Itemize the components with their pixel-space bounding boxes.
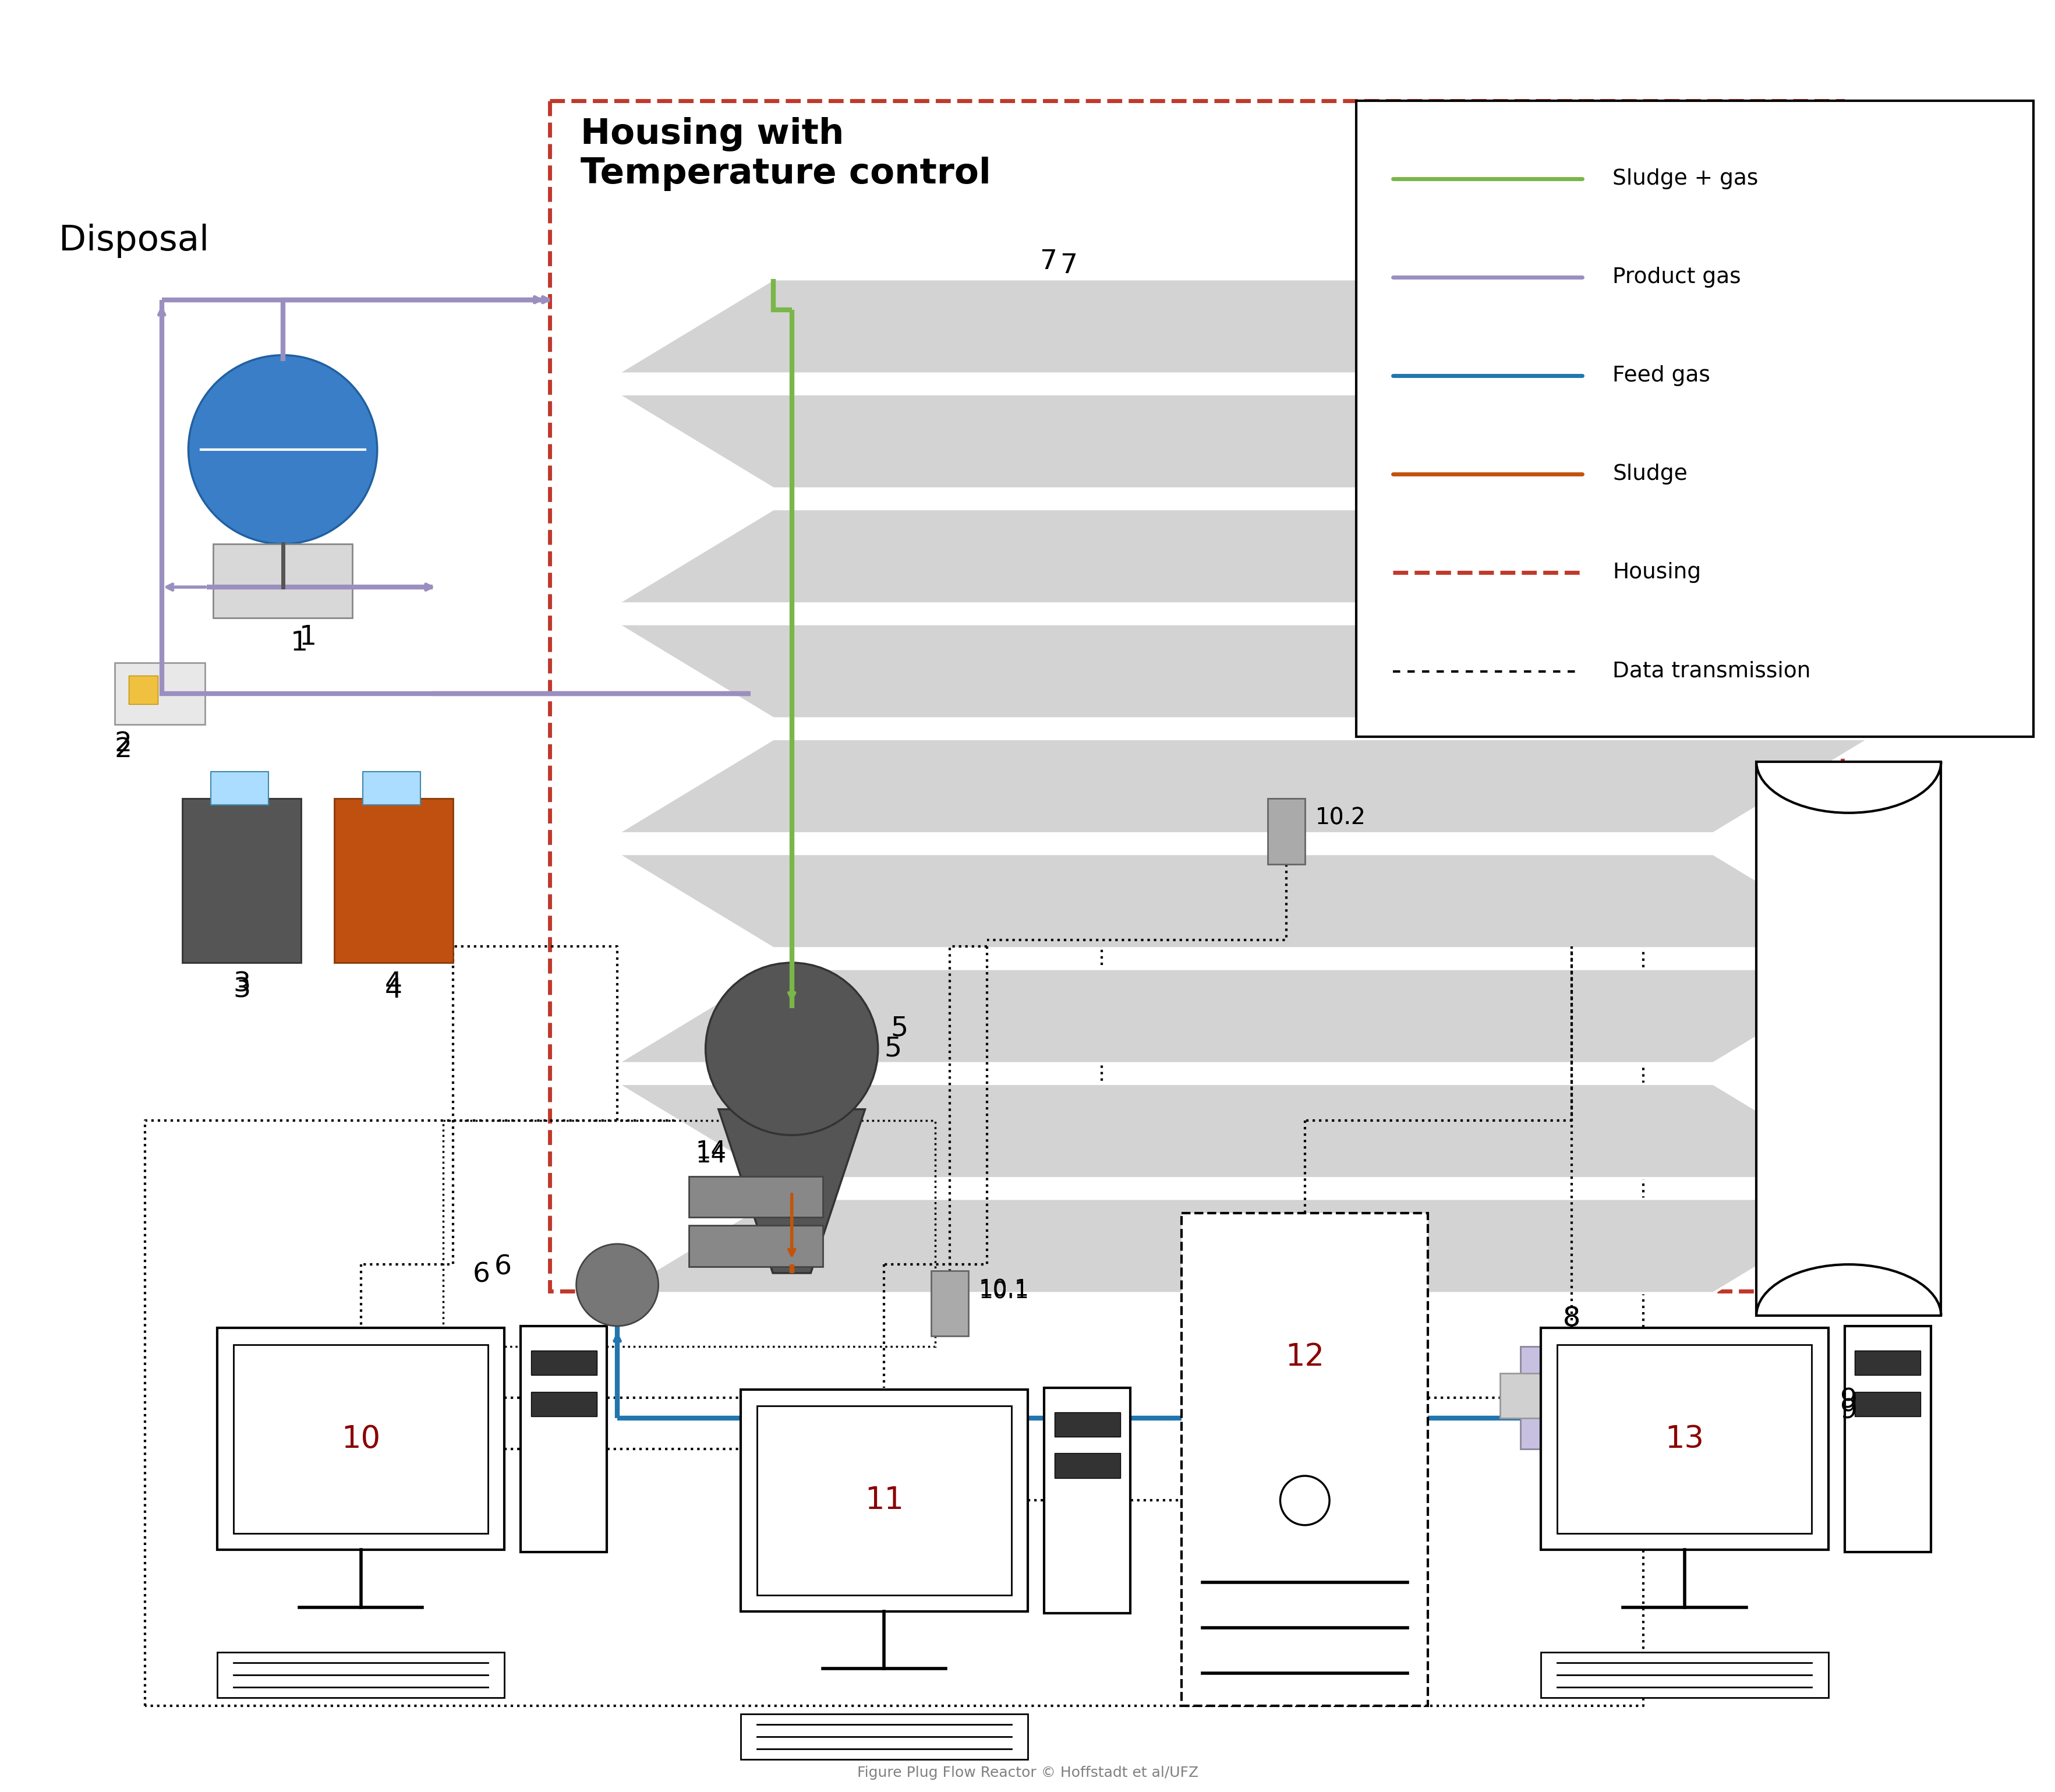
- Text: Housing: Housing: [1613, 563, 1702, 582]
- Text: Disposal: Disposal: [60, 224, 210, 258]
- Text: Figure Plug Flow Reactor © Hoffstadt et al/UFZ: Figure Plug Flow Reactor © Hoffstadt et …: [857, 1765, 1198, 1779]
- FancyBboxPatch shape: [1268, 799, 1305, 864]
- Text: 2: 2: [115, 737, 132, 763]
- FancyBboxPatch shape: [1182, 1213, 1428, 1706]
- FancyBboxPatch shape: [931, 1271, 968, 1337]
- FancyBboxPatch shape: [183, 799, 302, 962]
- Text: Feed gas: Feed gas: [1613, 366, 1710, 385]
- FancyBboxPatch shape: [1823, 618, 1872, 690]
- Polygon shape: [616, 738, 1868, 833]
- Circle shape: [575, 1244, 658, 1326]
- FancyBboxPatch shape: [1054, 1412, 1120, 1437]
- FancyBboxPatch shape: [740, 1389, 1028, 1611]
- Polygon shape: [616, 280, 1868, 373]
- Text: Data transmission: Data transmission: [1613, 661, 1810, 681]
- FancyBboxPatch shape: [1558, 1344, 1810, 1534]
- Text: 14: 14: [695, 1143, 725, 1168]
- FancyBboxPatch shape: [1500, 1373, 1644, 1419]
- FancyBboxPatch shape: [1356, 100, 2032, 737]
- FancyBboxPatch shape: [1755, 762, 1940, 1315]
- FancyBboxPatch shape: [688, 1226, 822, 1267]
- Text: 10: 10: [341, 1425, 380, 1453]
- FancyBboxPatch shape: [740, 1713, 1028, 1760]
- Text: 5: 5: [890, 1016, 908, 1041]
- FancyBboxPatch shape: [115, 663, 205, 724]
- Text: 11: 11: [865, 1486, 904, 1516]
- Text: 5: 5: [884, 1036, 902, 1063]
- FancyBboxPatch shape: [1054, 1453, 1120, 1478]
- Text: 10.1: 10.1: [978, 1279, 1030, 1301]
- Polygon shape: [616, 624, 1868, 719]
- Polygon shape: [616, 509, 1868, 604]
- Text: 1: 1: [290, 631, 308, 656]
- Text: 7: 7: [1060, 253, 1077, 280]
- Text: 3: 3: [232, 971, 251, 996]
- Text: 7: 7: [1040, 249, 1056, 274]
- Polygon shape: [616, 1199, 1868, 1294]
- Polygon shape: [719, 1109, 865, 1272]
- FancyBboxPatch shape: [1854, 1351, 1919, 1374]
- FancyBboxPatch shape: [218, 1328, 503, 1550]
- Text: 8: 8: [1562, 1306, 1580, 1331]
- Circle shape: [189, 355, 376, 545]
- FancyBboxPatch shape: [212, 772, 269, 805]
- Polygon shape: [616, 394, 1868, 489]
- Text: 10.2: 10.2: [1315, 806, 1365, 830]
- FancyBboxPatch shape: [1854, 1392, 1919, 1416]
- Text: 3: 3: [232, 977, 251, 1004]
- Text: 14: 14: [695, 1140, 725, 1163]
- FancyBboxPatch shape: [234, 1344, 487, 1534]
- Text: 1: 1: [300, 624, 316, 650]
- Text: 4: 4: [384, 977, 403, 1004]
- Text: 6: 6: [473, 1262, 489, 1288]
- Text: 9: 9: [1839, 1387, 1858, 1414]
- Text: Product gas: Product gas: [1613, 267, 1741, 289]
- FancyBboxPatch shape: [335, 799, 452, 962]
- FancyBboxPatch shape: [1044, 1387, 1130, 1613]
- FancyBboxPatch shape: [756, 1407, 1011, 1595]
- Text: Sludge + gas: Sludge + gas: [1613, 168, 1757, 190]
- Text: 8: 8: [1562, 1306, 1580, 1331]
- Polygon shape: [616, 1084, 1868, 1177]
- FancyBboxPatch shape: [688, 1176, 822, 1217]
- FancyBboxPatch shape: [1521, 1346, 1623, 1450]
- Circle shape: [705, 962, 877, 1134]
- Text: Housing with
Temperature control: Housing with Temperature control: [580, 116, 991, 192]
- FancyBboxPatch shape: [214, 545, 353, 618]
- Text: 6: 6: [493, 1254, 512, 1279]
- Text: Sludge: Sludge: [1613, 464, 1687, 484]
- FancyBboxPatch shape: [129, 676, 158, 704]
- Polygon shape: [616, 855, 1868, 948]
- Text: 13: 13: [1665, 1425, 1704, 1453]
- FancyBboxPatch shape: [1541, 1652, 1827, 1697]
- Circle shape: [1280, 1477, 1330, 1525]
- Polygon shape: [616, 969, 1868, 1063]
- Text: 4: 4: [384, 971, 403, 996]
- FancyBboxPatch shape: [520, 1326, 606, 1552]
- FancyBboxPatch shape: [364, 772, 419, 805]
- FancyBboxPatch shape: [530, 1351, 596, 1374]
- FancyBboxPatch shape: [1843, 1326, 1930, 1552]
- Text: 12: 12: [1284, 1342, 1323, 1373]
- Text: 10.2: 10.2: [1315, 806, 1365, 830]
- FancyBboxPatch shape: [218, 1652, 503, 1697]
- Text: 2: 2: [115, 731, 132, 756]
- Text: 10.1: 10.1: [978, 1281, 1030, 1303]
- Text: 9: 9: [1839, 1398, 1858, 1425]
- FancyBboxPatch shape: [530, 1392, 596, 1416]
- FancyBboxPatch shape: [1541, 1328, 1827, 1550]
